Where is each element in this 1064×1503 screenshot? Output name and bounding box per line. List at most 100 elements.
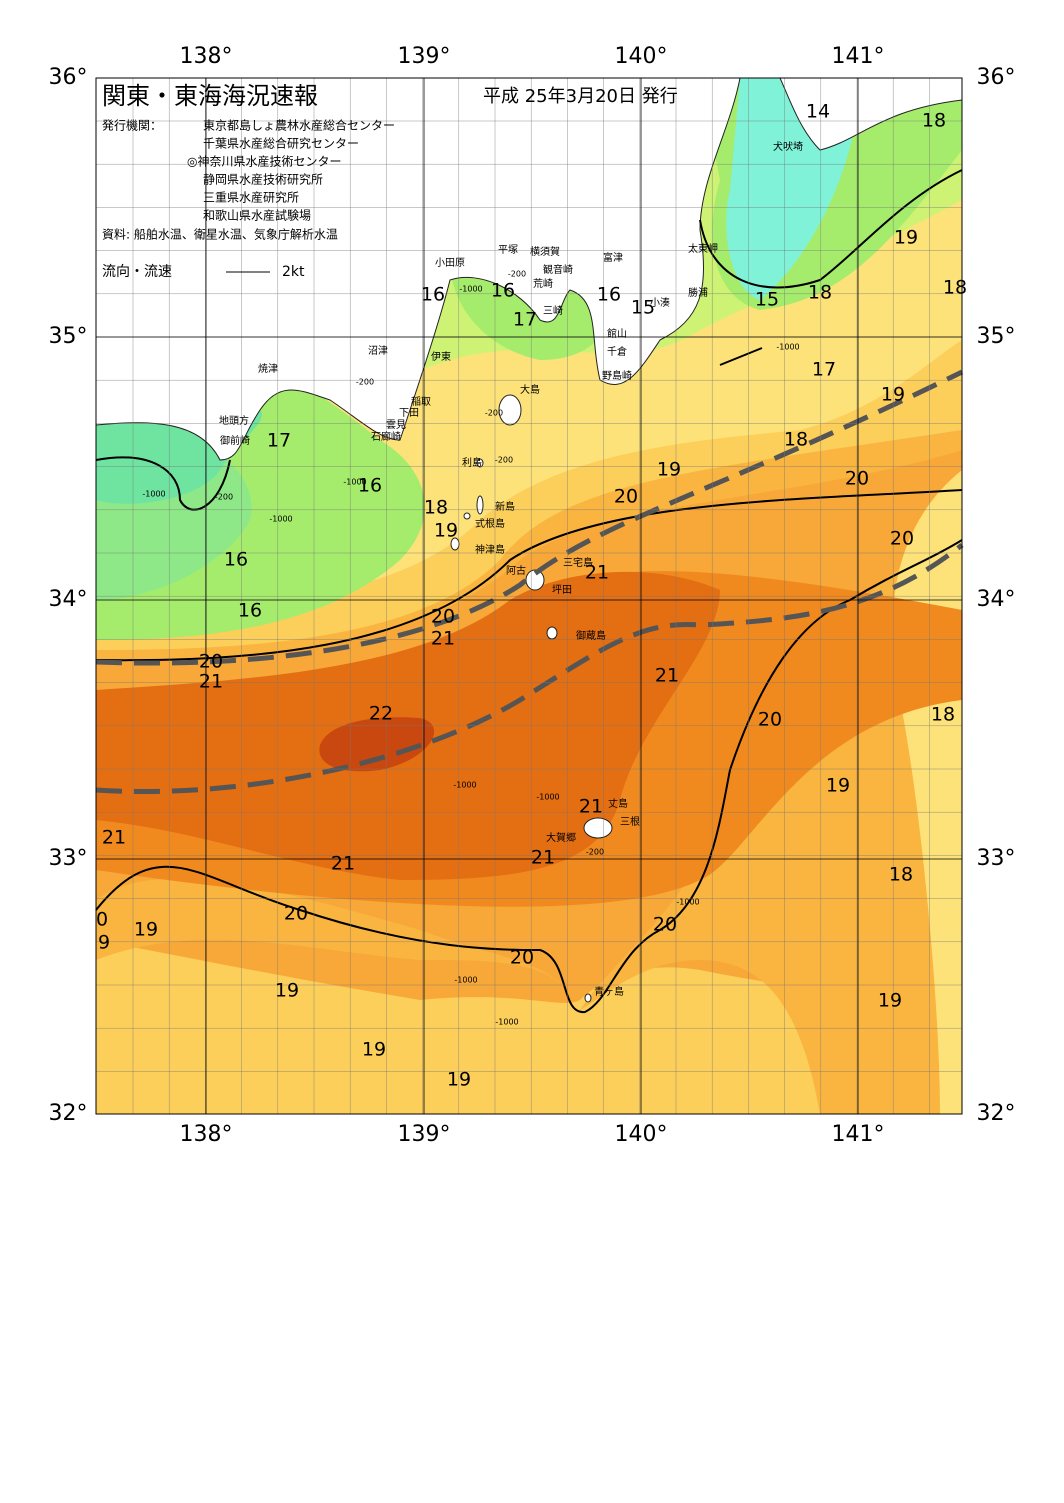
latitude-label: 32°	[49, 1101, 88, 1126]
place-name: 阿古	[506, 564, 526, 577]
longitude-label: 141°	[832, 1122, 885, 1147]
place-name: 勝浦	[688, 286, 708, 299]
isotherm-label: 16	[421, 284, 445, 306]
latitude-label: 33°	[49, 846, 88, 871]
place-name: 焼津	[258, 363, 278, 375]
isotherm-label: 18	[889, 864, 913, 886]
date: 平成 25年3月20日 発行	[483, 86, 678, 107]
issuer: 静岡県水産技術研究所	[203, 172, 323, 187]
place-name: 富津	[603, 251, 623, 264]
depth-label: -200	[356, 378, 374, 387]
place-name: 千倉	[607, 345, 627, 358]
depth-label: -1000	[676, 898, 699, 907]
isotherm-label: 19	[447, 1069, 471, 1091]
place-name: 大賀郷	[546, 831, 576, 844]
isotherm-label: 21	[531, 847, 555, 869]
place-name: 三宅島	[563, 556, 593, 569]
isotherm-label: 17	[267, 430, 291, 452]
isotherm-label: 16	[238, 600, 262, 622]
depth-label: -1000	[142, 490, 165, 499]
isotherm-label: 15	[631, 297, 655, 319]
place-name: 雲見	[386, 419, 406, 431]
depth-label: -1000	[536, 793, 559, 802]
isotherm-label: 20	[758, 709, 782, 731]
place-name: 地頭方	[219, 414, 249, 427]
longitude-label: 138°	[180, 44, 233, 69]
isotherm-label: 16	[224, 549, 248, 571]
latitude-label: 36°	[49, 65, 88, 90]
latitude-label: 33°	[977, 846, 1016, 871]
isotherm-label: 18	[922, 110, 946, 132]
legend-scale: 2kt	[282, 264, 305, 280]
title: 関東・東海海況速報	[102, 82, 318, 110]
isotherm-label: 18	[808, 282, 832, 304]
isotherm-label: 21	[655, 665, 679, 687]
place-name: 小湊	[650, 296, 670, 309]
isotherm-label: 22	[369, 703, 393, 725]
isotherm-label: 19	[881, 384, 905, 406]
legend-label: 流向・流速	[102, 264, 172, 280]
isotherm-label: 18	[424, 497, 448, 519]
isotherm-label: 20	[653, 914, 677, 936]
isotherm-label: 16	[491, 280, 515, 302]
isotherm-label: 21	[579, 796, 603, 818]
place-name: 御蔵島	[576, 629, 606, 642]
place-name: 丈島	[608, 797, 628, 810]
place-name: 御前崎	[220, 434, 250, 447]
latitude-label: 36°	[977, 65, 1016, 90]
isotherm-label: 20	[199, 651, 223, 673]
longitude-label: 139°	[398, 44, 451, 69]
depth-label: -1000	[776, 343, 799, 352]
issuer: ◎神奈川県水産技術センター	[187, 154, 341, 169]
place-name: 平塚	[498, 244, 518, 256]
place-name: 横須賀	[530, 245, 560, 258]
depth-label: -1000	[495, 1018, 518, 1027]
isotherm-label: 19	[657, 459, 681, 481]
place-name: 三崎	[543, 304, 563, 317]
isotherm-label: 20	[510, 947, 534, 969]
depth-label: -1000	[343, 478, 366, 487]
issuer: 東京都島しょ農林水産総合センター	[203, 118, 395, 133]
place-name: 新島	[495, 500, 515, 513]
latitude-label: 32°	[977, 1101, 1016, 1126]
place-name: 式根島	[475, 517, 505, 530]
isotherm-label: 14	[806, 101, 830, 123]
isotherm-label: 0	[96, 909, 108, 931]
depth-label: -1000	[269, 515, 292, 524]
isotherm-label: 20	[431, 606, 455, 628]
longitude-label: 141°	[832, 44, 885, 69]
place-name: 神津島	[475, 543, 505, 556]
longitude-label: 139°	[398, 1122, 451, 1147]
longitude-label: 140°	[615, 1122, 668, 1147]
place-name: 太東岬	[688, 242, 718, 255]
map-frame	[95, 77, 963, 1115]
place-name: 坪田	[552, 583, 572, 596]
place-name: 三根	[620, 815, 640, 828]
latitude-label: 34°	[977, 587, 1016, 612]
isotherm-label: 19	[878, 990, 902, 1012]
isotherm-label: 17	[812, 359, 836, 381]
isotherm-label: 16	[597, 284, 621, 306]
isotherm-label: 21	[199, 671, 223, 693]
place-name: 石廊崎	[371, 430, 401, 443]
isotherm-label: 18	[943, 277, 967, 299]
latitude-label: 35°	[49, 324, 88, 349]
isotherm-label: 21	[585, 562, 609, 584]
latitude-label: 34°	[49, 587, 88, 612]
depth-label: -1000	[453, 781, 476, 790]
issuer: 三重県水産研究所	[203, 190, 299, 205]
place-name: 沼津	[368, 344, 388, 357]
depth-label: -1000	[459, 285, 482, 294]
isotherm-label: 20	[845, 468, 869, 490]
place-name: 野島崎	[602, 369, 632, 382]
grid	[96, 77, 962, 1115]
isotherm-label: 16	[358, 475, 382, 497]
longitude-label: 138°	[180, 1122, 233, 1147]
depth-label: -200	[215, 493, 233, 502]
isotherm-label: 19	[894, 227, 918, 249]
depth-label: -200	[586, 848, 604, 857]
issuer: 千葉県水産総合研究センター	[203, 136, 359, 151]
isotherm-label: 19	[275, 980, 299, 1002]
place-name: 大島	[520, 383, 540, 396]
